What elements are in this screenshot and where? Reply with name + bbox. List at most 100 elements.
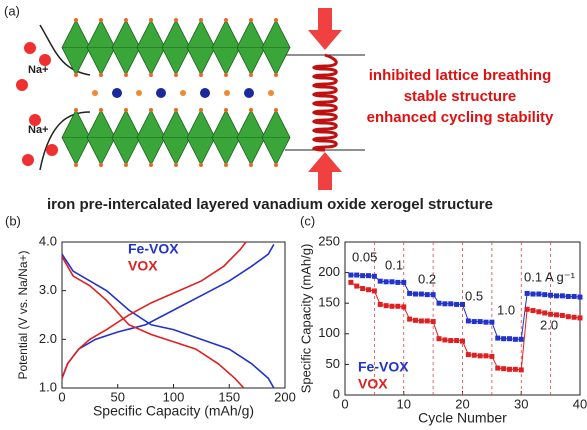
data-point: [536, 309, 541, 314]
data-point: [390, 304, 395, 309]
oxygen: [199, 163, 203, 167]
oxygen: [249, 73, 253, 77]
y-tick-label: 1.0: [39, 379, 57, 394]
data-point: [542, 310, 547, 315]
data-point: [554, 293, 559, 298]
y-tick-label: 0: [333, 386, 340, 401]
data-point: [560, 313, 565, 318]
effect-text: enhanced cycling stability: [367, 109, 554, 126]
x-tick-label: 40: [573, 396, 587, 411]
iron-ion: [244, 88, 254, 98]
legend-entry: VOX: [358, 376, 388, 392]
data-point: [437, 336, 442, 341]
iron-ion: [156, 88, 166, 98]
sodium-ion: [16, 79, 28, 91]
x-tick-label: 0: [341, 396, 348, 411]
data-point: [431, 319, 436, 324]
data-point: [419, 292, 424, 297]
data-point: [437, 301, 442, 306]
series-line: [62, 244, 274, 388]
data-point: [413, 292, 418, 297]
ion-label: Na+: [28, 124, 49, 136]
effect-text: stable structure: [404, 88, 517, 105]
data-point: [466, 352, 471, 357]
figure: (a) Na+ Na+ inhibited lattice breathing …: [0, 0, 587, 430]
data-point: [407, 291, 412, 296]
caption: iron pre-intercalated layered vanadium o…: [47, 196, 493, 213]
oxygen: [99, 108, 103, 112]
data-point: [519, 367, 524, 372]
oxygen: [124, 108, 128, 112]
data-point: [425, 292, 430, 297]
water: [224, 90, 230, 96]
oxygen: [224, 108, 228, 112]
data-point: [390, 279, 395, 284]
rate-label: 0.05: [352, 249, 377, 264]
x-tick-label: 30: [514, 396, 528, 411]
data-point: [378, 279, 383, 284]
panel-label: (c): [300, 213, 315, 228]
data-point: [478, 353, 483, 358]
oxygen: [149, 73, 153, 77]
data-point: [548, 312, 553, 317]
oxygen: [149, 163, 153, 167]
water: [92, 90, 98, 96]
oxygen: [99, 73, 103, 77]
oxygen: [99, 163, 103, 167]
y-tick-label: 2.0: [39, 331, 57, 346]
rate-label: 2.0: [540, 317, 558, 332]
data-point: [366, 273, 371, 278]
legend-entry: VOX: [128, 258, 158, 274]
panel-label: (b): [5, 213, 21, 228]
data-point: [566, 294, 571, 299]
oxygen: [199, 18, 203, 22]
oxygen: [249, 163, 253, 167]
panel-label: (a): [4, 3, 20, 18]
data-point: [572, 294, 577, 299]
data-point: [466, 318, 471, 323]
data-point: [519, 337, 524, 342]
iron-ion: [200, 88, 210, 98]
rate-label: 0.5: [465, 288, 483, 303]
rate-label: 0.1 A g⁻¹: [524, 269, 576, 284]
oxygen: [174, 163, 178, 167]
data-point: [495, 366, 500, 371]
legend-entry: Fe-VOX: [358, 359, 409, 375]
oxygen: [199, 73, 203, 77]
sodium-ion: [39, 54, 51, 66]
data-point: [395, 280, 400, 285]
sodium-ion: [46, 144, 58, 156]
data-point: [472, 353, 477, 358]
data-point: [484, 320, 489, 325]
sodium-ion: [22, 154, 34, 166]
oxygen: [149, 18, 153, 22]
data-point: [489, 354, 494, 359]
oxygen: [74, 73, 78, 77]
x-tick-label: 10: [397, 396, 411, 411]
oxygen: [174, 18, 178, 22]
data-point: [578, 295, 583, 300]
data-point: [507, 336, 512, 341]
data-point: [460, 339, 465, 344]
data-point: [378, 302, 383, 307]
y-tick-label: 150: [318, 295, 340, 310]
data-point: [372, 288, 377, 293]
water: [136, 90, 142, 96]
oxygen: [224, 163, 228, 167]
data-point: [501, 366, 506, 371]
iron-ion: [112, 88, 122, 98]
y-tick-label: 4.0: [39, 233, 57, 248]
oxygen: [174, 108, 178, 112]
y-axis-label: Potential (V vs. Na/Na+): [16, 250, 30, 379]
data-point: [348, 280, 353, 285]
sodium-ion: [29, 114, 41, 126]
plot-frame: [62, 242, 285, 388]
data-point: [425, 318, 430, 323]
data-point: [489, 320, 494, 325]
rate-label: 1.0: [497, 302, 515, 317]
data-point: [531, 292, 536, 297]
data-point: [395, 304, 400, 309]
data-point: [525, 307, 530, 312]
data-point: [513, 337, 518, 342]
data-point: [401, 304, 406, 309]
